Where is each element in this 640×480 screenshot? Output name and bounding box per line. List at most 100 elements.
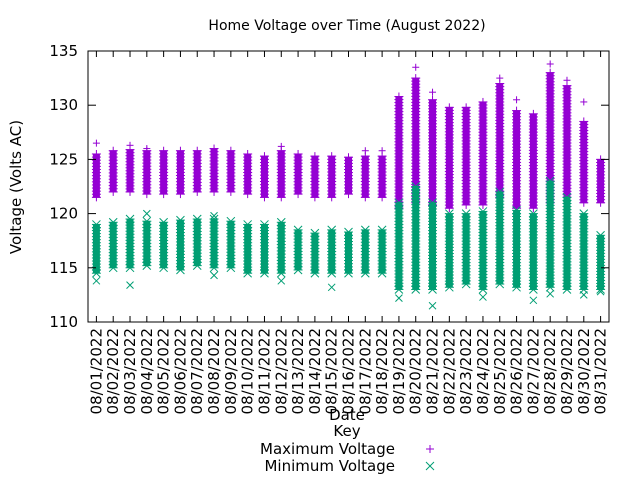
data-point-high (579, 117, 588, 126)
series-maximum-voltage (91, 60, 606, 213)
data-point-low (344, 190, 353, 199)
data-point-high (310, 152, 319, 161)
data-point-high (394, 92, 403, 101)
x-tick-label: 08/03/2022 (121, 328, 139, 414)
data-point-low (243, 268, 253, 278)
data-point-high (377, 225, 387, 235)
data-point-low (159, 263, 168, 273)
data-point-low (444, 282, 454, 292)
data-point-low (461, 279, 471, 289)
x-tick-label: 08/18/2022 (373, 328, 391, 414)
legend-marker (426, 445, 434, 453)
data-range-08-30-2022 (580, 213, 588, 290)
x-tick-label: 08/30/2022 (575, 328, 593, 414)
outlier-point (378, 147, 386, 155)
data-range-08-09-2022 (227, 150, 235, 192)
series-minimum-voltage (91, 176, 606, 310)
x-tick-label: 08/26/2022 (508, 328, 526, 414)
outlier-point (92, 276, 101, 285)
x-tick-label: 08/13/2022 (289, 328, 307, 414)
data-point-low (495, 279, 505, 289)
outlier-point (126, 141, 134, 149)
data-point-low (378, 193, 387, 202)
data-point-high (394, 198, 404, 208)
data-range-08-14-2022 (311, 156, 319, 198)
data-point-high (512, 106, 521, 115)
data-range-08-27-2022 (529, 113, 537, 209)
data-point-high (478, 97, 487, 106)
data-point-low (377, 268, 387, 278)
data-point-high (293, 225, 303, 235)
outlier-point (142, 209, 151, 218)
x-tick-label: 08/17/2022 (356, 328, 374, 414)
data-point-high (108, 217, 118, 227)
data-point-high (159, 146, 168, 155)
data-point-low (596, 198, 605, 207)
data-range-08-20-2022 (412, 78, 420, 203)
outlier-point (361, 147, 369, 155)
outlier-point (579, 291, 588, 299)
data-point-high (243, 149, 252, 158)
data-point-low (125, 263, 135, 273)
data-range-08-13-2022 (294, 229, 302, 270)
data-point-high (92, 220, 101, 229)
data-point-low (361, 193, 370, 202)
y-tick-label: 125 (49, 150, 78, 168)
data-point-low (478, 200, 487, 209)
data-point-high (529, 109, 538, 118)
data-point-low (596, 285, 605, 294)
data-range-08-13-2022 (294, 153, 302, 195)
data-range-08-14-2022 (311, 233, 319, 274)
data-point-high (462, 103, 471, 112)
data-point-high (276, 217, 286, 227)
data-point-low (92, 193, 101, 202)
data-point-high (360, 225, 370, 235)
data-range-08-09-2022 (227, 221, 235, 268)
x-tick-label: 08/07/2022 (188, 328, 206, 414)
data-range-08-12-2022 (277, 150, 285, 198)
data-point-high (478, 207, 488, 216)
outlier-point (580, 98, 588, 106)
data-point-low (176, 265, 185, 275)
outlier-point (513, 96, 521, 104)
data-point-low (260, 268, 269, 278)
x-tick-label: 08/31/2022 (592, 328, 610, 414)
data-point-high (495, 187, 505, 197)
x-tick-label: 08/01/2022 (87, 328, 105, 414)
data-point-high (579, 209, 589, 218)
data-point-low (344, 268, 353, 278)
x-tick-label: 08/08/2022 (205, 328, 223, 414)
data-point-high (545, 176, 555, 186)
data-point-low (276, 268, 286, 278)
x-tick-label: 08/23/2022 (457, 328, 475, 414)
outlier-point (277, 142, 285, 150)
data-range-08-18-2022 (378, 156, 386, 198)
data-point-low (579, 198, 588, 207)
x-tick-label: 08/28/2022 (541, 328, 559, 414)
data-point-low (478, 285, 488, 294)
data-range-08-22-2022 (445, 107, 453, 209)
data-point-high (596, 230, 605, 240)
data-point-high (125, 214, 135, 224)
data-point-high (294, 149, 303, 158)
data-point-low (293, 265, 303, 275)
data-point-high (210, 144, 219, 153)
data-point-low (108, 263, 118, 273)
data-point-high (176, 146, 185, 155)
data-point-low (512, 282, 521, 292)
data-point-high (529, 209, 538, 218)
y-tick-label: 115 (49, 259, 78, 277)
data-point-low (327, 268, 337, 278)
outlier-point (429, 88, 437, 96)
data-point-high (411, 74, 420, 83)
data-point-low (192, 261, 202, 270)
legend-entry-maximum: Maximum Voltage (260, 440, 434, 458)
x-tick-label: 08/24/2022 (474, 328, 492, 414)
data-point-low (243, 190, 252, 199)
data-point-low (109, 187, 118, 196)
data-point-high (461, 209, 471, 218)
data-point-low (193, 187, 202, 196)
data-point-high (193, 146, 202, 155)
data-range-08-15-2022 (328, 156, 336, 198)
data-point-low (545, 282, 555, 292)
